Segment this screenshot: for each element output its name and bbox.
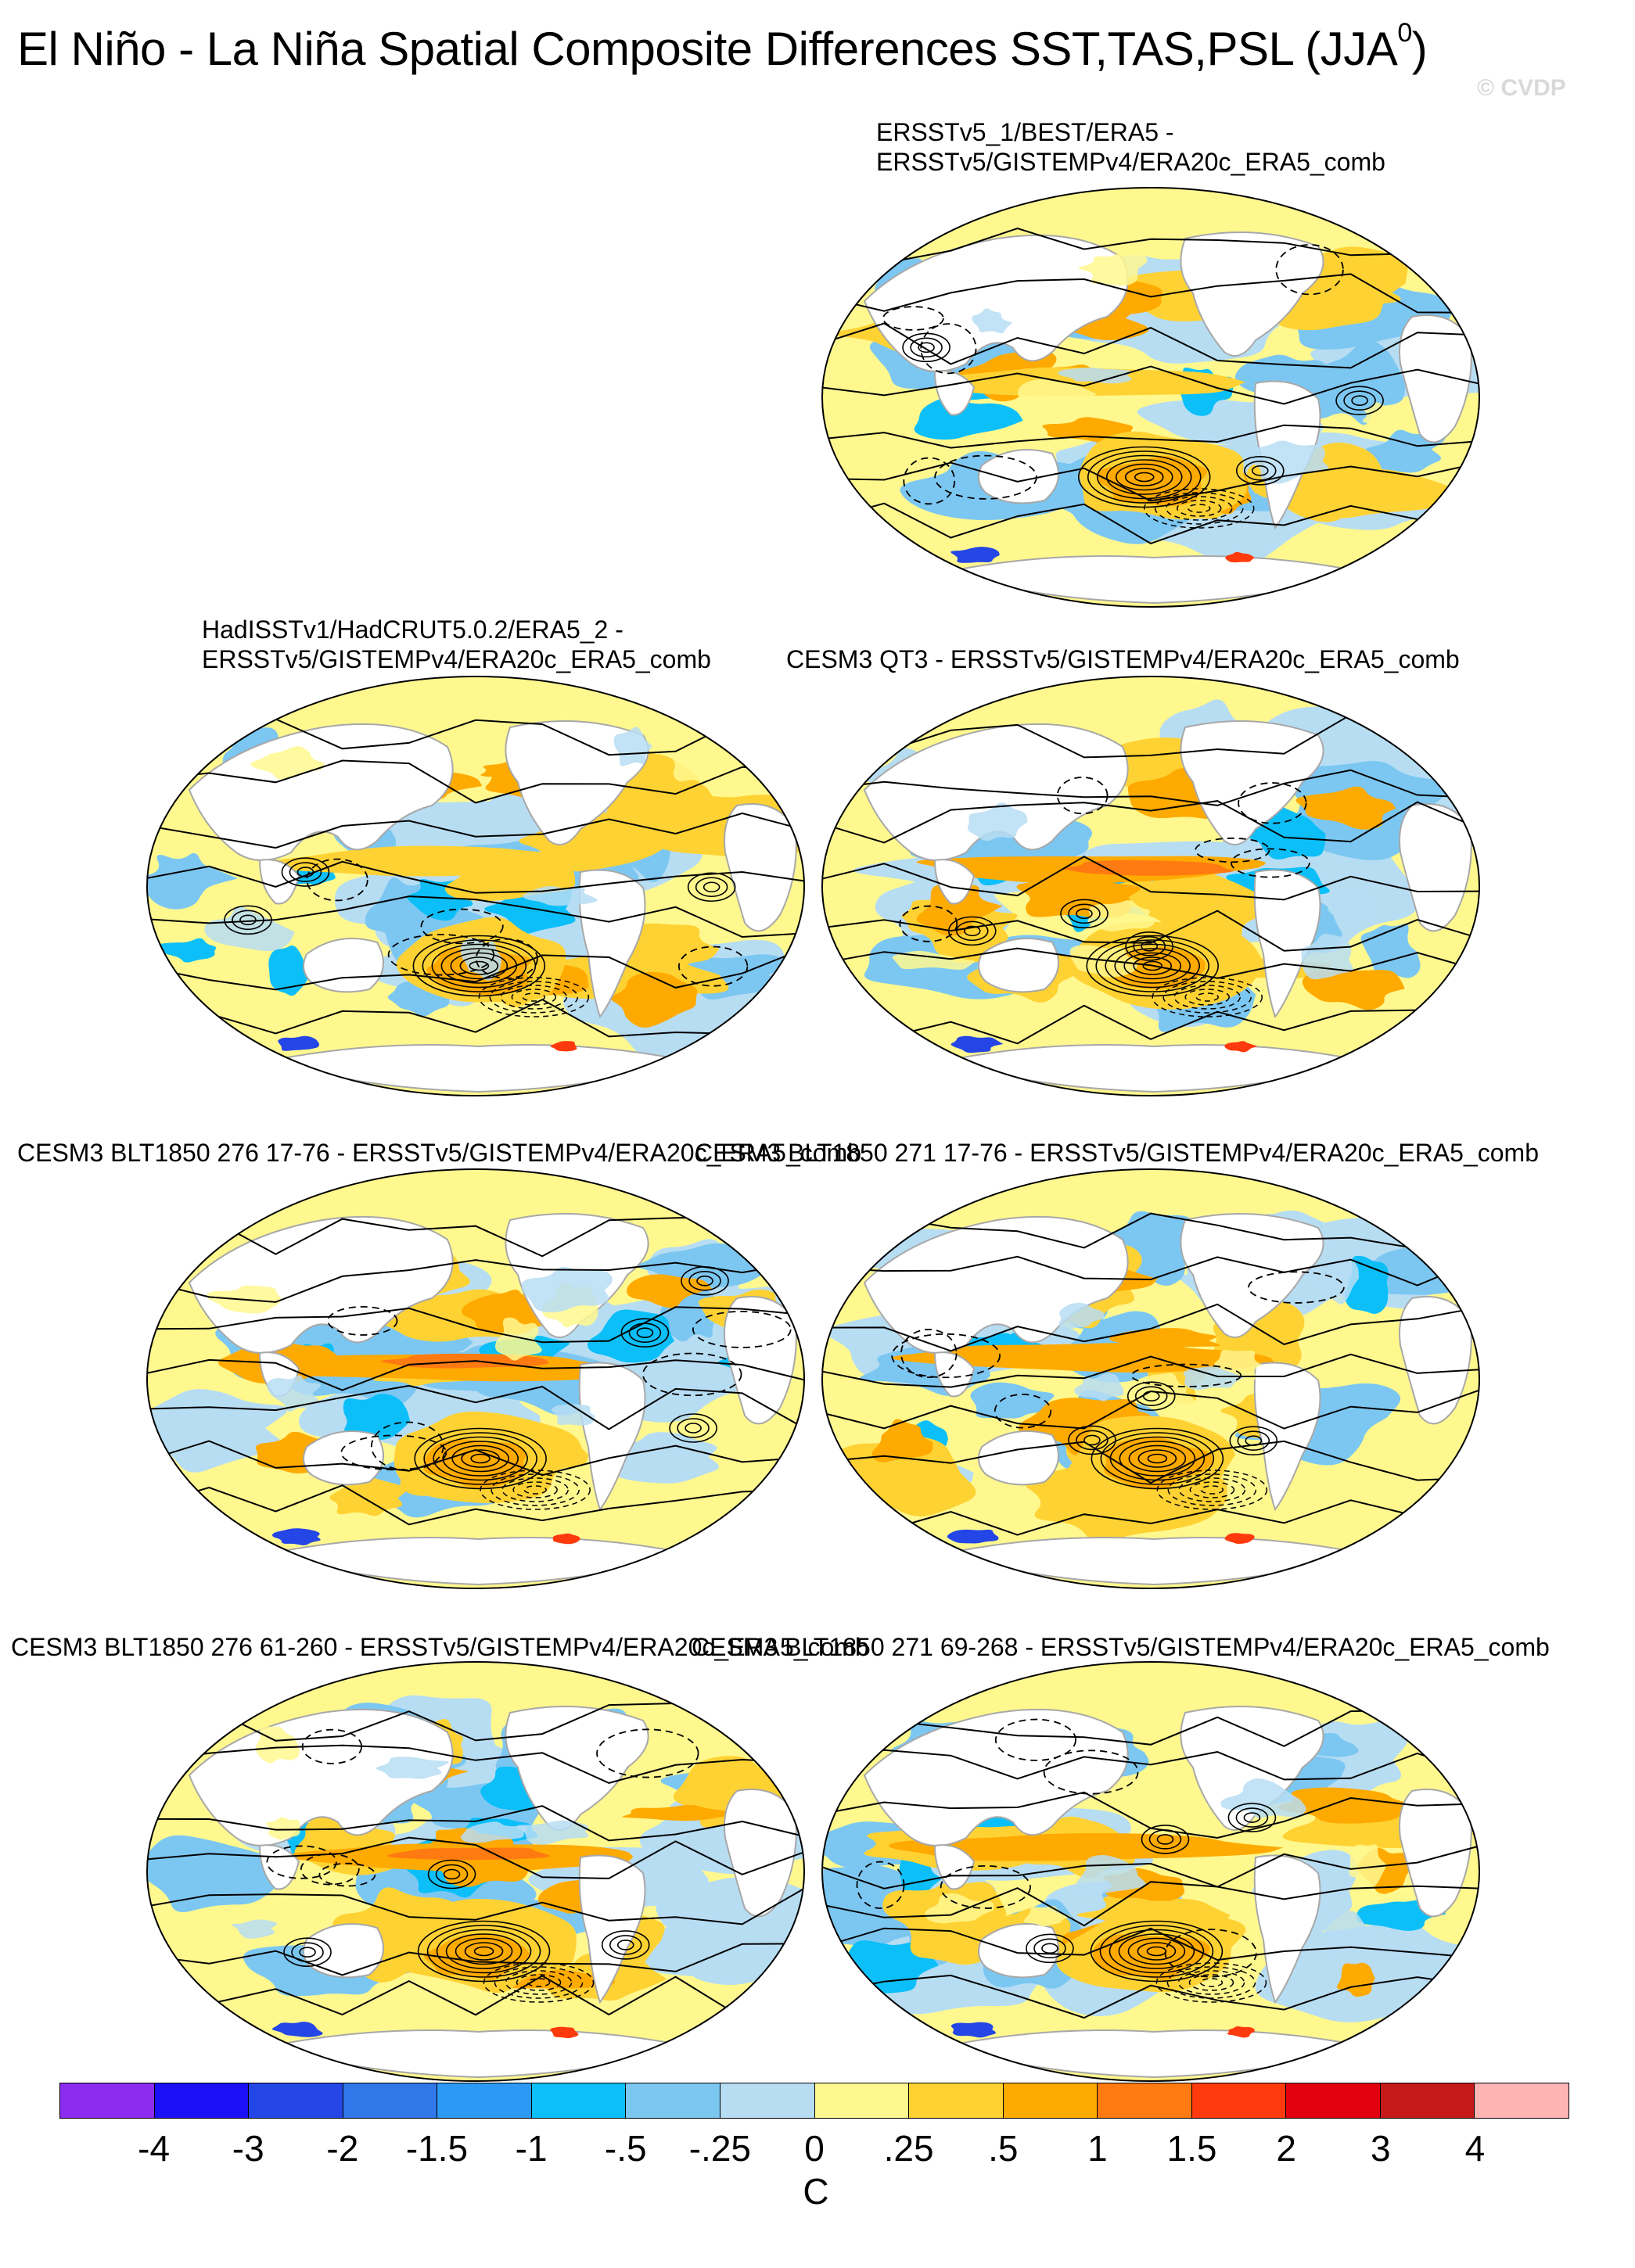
colorbar-tick-label: .5 xyxy=(988,2128,1019,2169)
colorbar-swatch-8 xyxy=(814,2083,910,2118)
panel-title-5: CESM3 BLT1850 271 17-76 - ERSSTv5/GISTEM… xyxy=(695,1139,1539,1167)
colorbar-unit: C xyxy=(803,2171,829,2212)
panel-title-1: ERSSTv5_1/BEST/ERA5 - ERSSTv5/GISTEMPv4/E… xyxy=(876,118,1385,176)
map-panel-5 xyxy=(818,1165,1484,1592)
colorbar-swatch-4 xyxy=(437,2083,532,2118)
colorbar-swatch-11 xyxy=(1098,2083,1192,2118)
colorbar-swatch-1 xyxy=(154,2083,250,2118)
colorbar-swatch-6 xyxy=(626,2083,720,2118)
map-panel-1 xyxy=(818,184,1484,611)
figure-title: El Niño - La Niña Spatial Composite Diff… xyxy=(17,18,1428,75)
watermark: © CVDP xyxy=(1477,75,1566,101)
colorbar-tick-label: -1.5 xyxy=(405,2128,469,2169)
colorbar-tick-label: .25 xyxy=(883,2128,934,2169)
colorbar-tick-label: 0 xyxy=(804,2128,825,2169)
colorbar-swatch-3 xyxy=(343,2083,438,2118)
colorbar-tick-label: 3 xyxy=(1370,2128,1391,2169)
map-panel-3 xyxy=(818,673,1484,1100)
colorbar-tick-label: 1 xyxy=(1087,2128,1108,2169)
map-panel-4 xyxy=(142,1165,809,1592)
colorbar-tick-label: -2 xyxy=(326,2128,359,2169)
colorbar-tick-label: -.5 xyxy=(604,2128,647,2169)
colorbar-tick-label: 1.5 xyxy=(1166,2128,1217,2169)
colorbar-tick-label: -.25 xyxy=(688,2128,752,2169)
panel-title-7: CESM3 BLT1850 271 69-268 - ERSSTv5/GISTE… xyxy=(692,1633,1550,1661)
colorbar-tick-label: 4 xyxy=(1464,2128,1486,2169)
colorbar-swatch-9 xyxy=(909,2083,1004,2118)
colorbar-tick-label: -3 xyxy=(232,2128,264,2169)
colorbar-swatch-7 xyxy=(720,2083,815,2118)
colorbar xyxy=(59,2083,1569,2119)
colorbar-swatch-12 xyxy=(1191,2083,1287,2118)
colorbar-tick-label: -4 xyxy=(138,2128,171,2169)
panel-title-3: CESM3 QT3 - ERSSTv5/GISTEMPv4/ERA20c_ERA… xyxy=(786,645,1460,673)
colorbar-swatch-2 xyxy=(249,2083,343,2118)
colorbar-swatch-0 xyxy=(60,2083,155,2118)
colorbar-swatch-15 xyxy=(1475,2083,1569,2118)
map-panel-2 xyxy=(142,673,809,1100)
colorbar-swatch-5 xyxy=(531,2083,627,2118)
colorbar-swatch-13 xyxy=(1286,2083,1381,2118)
colorbar-tick-label: -1 xyxy=(515,2128,548,2169)
colorbar-tick-label: 2 xyxy=(1276,2128,1296,2169)
map-panel-7 xyxy=(818,1658,1484,2085)
colorbar-swatch-14 xyxy=(1380,2083,1475,2118)
panel-title-6: CESM3 BLT1850 276 61-260 - ERSSTv5/GISTE… xyxy=(11,1633,869,1661)
panel-title-2: HadISSTv1/HadCRUT5.0.2/ERA5_2 - ERSSTv5/G… xyxy=(202,615,711,673)
panel-title-4: CESM3 BLT1850 276 17-76 - ERSSTv5/GISTEM… xyxy=(17,1139,861,1167)
map-panel-6 xyxy=(142,1658,809,2085)
colorbar-swatch-10 xyxy=(1003,2083,1098,2118)
